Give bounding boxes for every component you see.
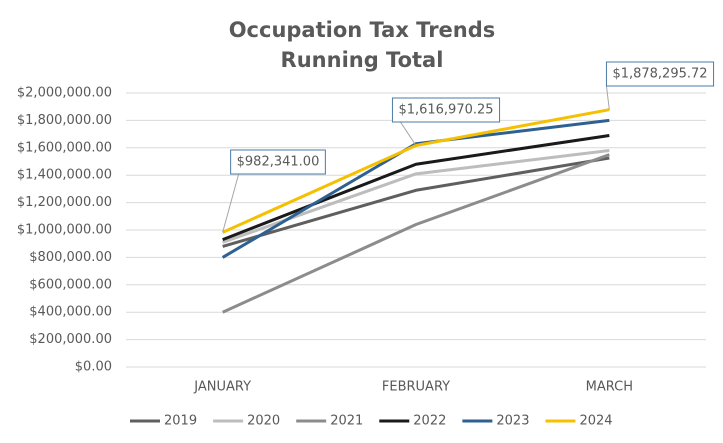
data-label: $982,341.00 xyxy=(237,155,320,170)
legend-label: 2020 xyxy=(247,414,280,429)
y-tick-label: $400,000.00 xyxy=(29,305,112,320)
label-box xyxy=(605,61,715,87)
legend-label: 2022 xyxy=(413,414,446,429)
label-box xyxy=(230,149,326,175)
y-tick-label: $200,000.00 xyxy=(29,332,112,347)
data-label: $1,878,295.72 xyxy=(612,67,707,82)
data-label: $1,616,970.25 xyxy=(398,103,493,118)
y-tick-label: $1,400,000.00 xyxy=(17,168,112,183)
y-tick-label: $0.00 xyxy=(75,360,112,375)
chart-title: Occupation Tax Trends xyxy=(229,18,496,42)
series-line xyxy=(222,156,610,248)
series-line xyxy=(222,153,610,314)
label-box xyxy=(391,97,501,123)
leader-line xyxy=(400,121,417,146)
y-tick-label: $800,000.00 xyxy=(29,250,112,265)
y-tick-label: $600,000.00 xyxy=(29,277,112,292)
chart-subtitle: Running Total xyxy=(281,48,444,72)
x-tick-label: JANUARY xyxy=(193,380,251,395)
legend-label: 2023 xyxy=(496,414,529,429)
x-tick-label: MARCH xyxy=(586,380,633,395)
x-tick-label: FEBRUARY xyxy=(382,380,450,395)
y-tick-label: $1,600,000.00 xyxy=(17,140,112,155)
legend-label: 2024 xyxy=(579,414,612,429)
series-line xyxy=(221,118,610,259)
leader-line xyxy=(605,85,610,110)
y-tick-label: $1,000,000.00 xyxy=(17,223,112,238)
leader-line xyxy=(222,173,240,233)
series-line xyxy=(222,133,610,241)
legend-label: 2019 xyxy=(164,414,197,429)
y-tick-label: $1,200,000.00 xyxy=(17,195,112,210)
y-tick-label: $2,000,000.00 xyxy=(17,86,112,101)
legend-label: 2021 xyxy=(330,414,363,429)
y-tick-label: $1,800,000.00 xyxy=(17,113,112,128)
